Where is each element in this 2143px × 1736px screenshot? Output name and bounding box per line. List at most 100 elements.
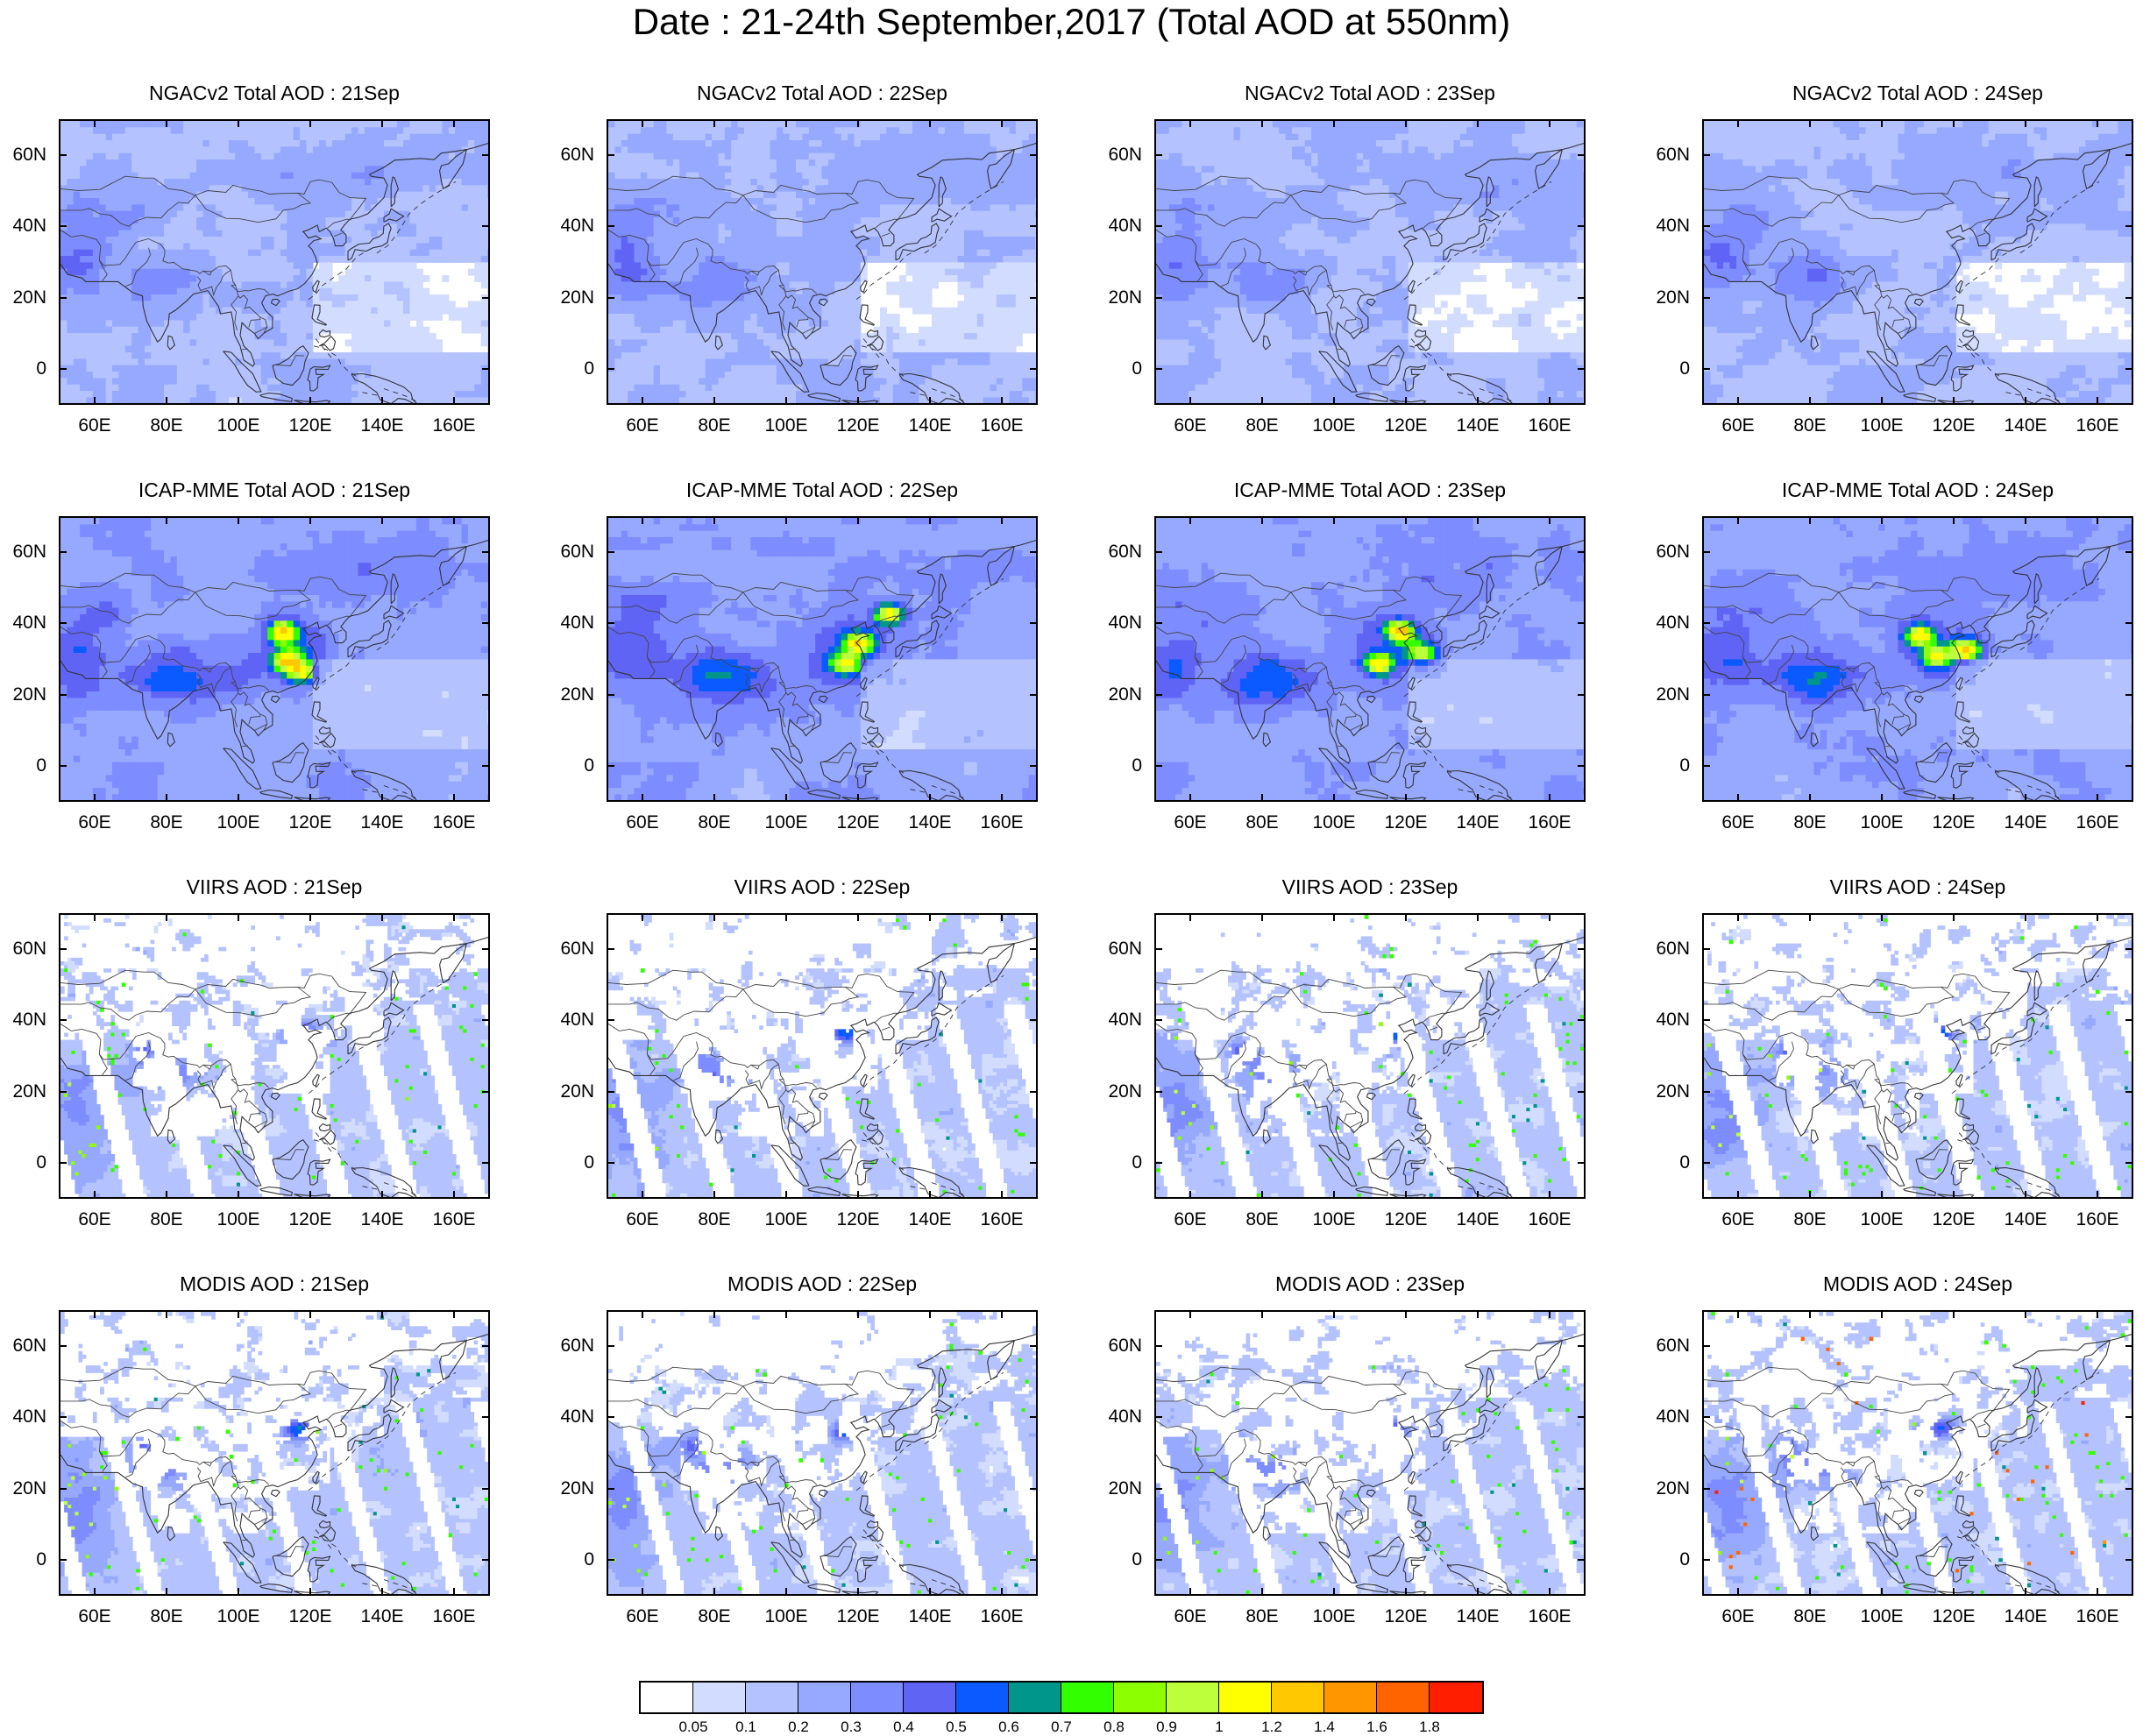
lat-tick	[1702, 948, 1710, 950]
lon-label: 100E	[208, 812, 269, 833]
panel-title-ngacv2-2: NGACv2 Total AOD : 22Sep	[607, 81, 1038, 105]
lat-tick	[2125, 1345, 2133, 1347]
lon-label: 100E	[1851, 812, 1912, 833]
lat-tick	[1702, 1559, 1710, 1561]
lat-label: 0	[552, 755, 594, 776]
lon-label: 80E	[1231, 1606, 1293, 1627]
lon-label: 160E	[971, 1606, 1032, 1627]
lat-tick	[2125, 368, 2133, 370]
lon-tick	[1809, 1191, 1811, 1199]
aod-field	[608, 121, 1038, 405]
lon-tick	[166, 1191, 167, 1199]
lon-label: 100E	[756, 1606, 817, 1627]
map-panel	[59, 1310, 490, 1596]
lon-label: 140E	[351, 1209, 413, 1230]
lat-tick	[1030, 551, 1038, 553]
map-panel	[1154, 119, 1586, 405]
lon-label: 140E	[351, 812, 413, 833]
lon-tick	[94, 1310, 96, 1318]
lat-label: 60N	[1648, 1336, 1690, 1357]
lon-tick	[1477, 1191, 1479, 1199]
lat-label: 20N	[552, 1081, 594, 1102]
lat-label: 0	[552, 358, 594, 379]
map-panel	[607, 516, 1038, 802]
lat-tick	[482, 154, 490, 156]
lat-label: 0	[4, 1152, 46, 1173]
lon-label: 80E	[684, 812, 745, 833]
lon-tick	[1881, 1588, 1883, 1596]
lon-label: 120E	[1923, 415, 1984, 436]
lon-tick	[1477, 516, 1479, 524]
lon-tick	[94, 794, 96, 802]
lat-tick	[2125, 765, 2133, 767]
lat-label: 40N	[1100, 613, 1142, 634]
lon-label: 160E	[423, 1209, 485, 1230]
lon-tick	[1881, 119, 1883, 127]
lat-tick	[2125, 694, 2133, 696]
lon-tick	[1809, 913, 1811, 921]
lon-tick	[238, 1588, 239, 1596]
lat-label: 20N	[552, 684, 594, 705]
map-panel	[59, 119, 490, 405]
lat-tick	[1702, 765, 1710, 767]
lon-label: 160E	[971, 1209, 1032, 1230]
lon-tick	[1333, 1588, 1335, 1596]
lon-label: 140E	[899, 1606, 961, 1627]
colorbar-label: 1.8	[1408, 1718, 1451, 1736]
lon-tick	[309, 516, 311, 524]
lon-label: 140E	[351, 415, 413, 436]
lat-tick	[1578, 297, 1586, 299]
lon-tick	[94, 1588, 96, 1596]
lat-tick	[1030, 948, 1038, 950]
lon-label: 120E	[1923, 1606, 1984, 1627]
lon-tick	[642, 1191, 643, 1199]
lat-tick	[1154, 1019, 1162, 1021]
lat-tick	[1154, 622, 1162, 624]
lat-tick	[2125, 1162, 2133, 1164]
lon-tick	[785, 794, 787, 802]
lon-tick	[1189, 913, 1191, 921]
lon-label: 100E	[1303, 1606, 1365, 1627]
lon-label: 160E	[971, 812, 1032, 833]
aod-cells	[60, 1312, 490, 1596]
lon-label: 140E	[899, 415, 961, 436]
colorbar-swatch	[746, 1683, 798, 1712]
lat-label: 60N	[1648, 145, 1690, 166]
lat-tick	[607, 622, 614, 624]
lon-tick	[2025, 1588, 2026, 1596]
lat-tick	[59, 694, 67, 696]
lon-label: 140E	[899, 1209, 961, 1230]
lon-tick	[1737, 794, 1739, 802]
lat-tick	[607, 948, 614, 950]
aod-field	[1704, 915, 2133, 1199]
lon-label: 60E	[1707, 1606, 1769, 1627]
colorbar-label: 0.05	[671, 1718, 715, 1736]
lat-tick	[482, 1559, 490, 1561]
lon-label: 100E	[756, 812, 817, 833]
lon-tick	[238, 1310, 239, 1318]
lon-tick	[1549, 397, 1550, 405]
lon-tick	[642, 516, 643, 524]
lat-tick	[1702, 154, 1710, 156]
lat-label: 60N	[4, 145, 46, 166]
aod-cells	[1704, 121, 2133, 405]
lon-label: 80E	[1779, 1606, 1841, 1627]
lat-label: 40N	[4, 216, 46, 237]
lat-tick	[2125, 948, 2133, 950]
lon-tick	[1333, 913, 1335, 921]
map-panel	[607, 119, 1038, 405]
aod-cells	[60, 518, 490, 802]
lat-label: 60N	[1100, 939, 1142, 960]
lon-label: 60E	[1160, 1209, 1221, 1230]
lon-tick	[166, 397, 167, 405]
lon-tick	[309, 397, 311, 405]
lat-label: 60N	[4, 542, 46, 563]
lon-tick	[94, 119, 96, 127]
lon-tick	[713, 397, 715, 405]
lon-tick	[929, 1588, 931, 1596]
lat-label: 40N	[1100, 216, 1142, 237]
lon-tick	[929, 913, 931, 921]
lon-tick	[2025, 397, 2026, 405]
lon-tick	[857, 913, 859, 921]
lat-tick	[2125, 154, 2133, 156]
